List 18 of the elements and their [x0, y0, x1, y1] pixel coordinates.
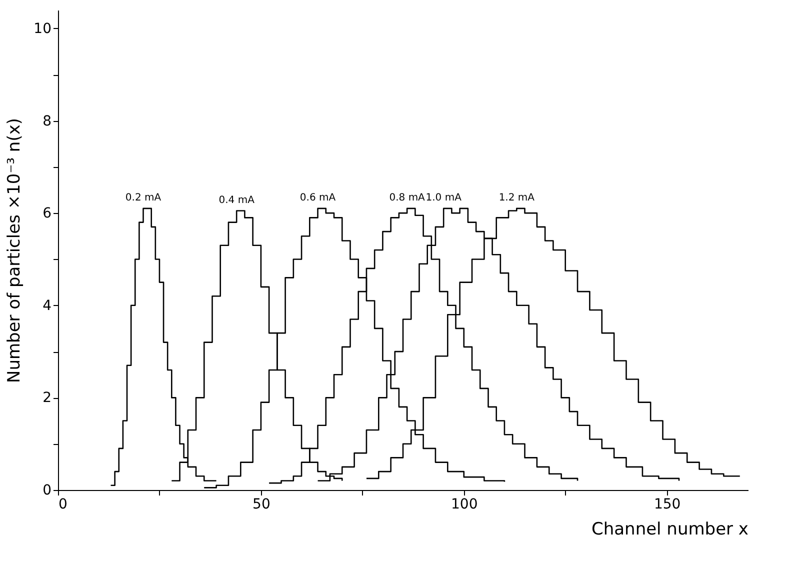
y-tick-label: 10 [34, 20, 52, 37]
y-tick-label: 6 [42, 206, 52, 222]
x-tick-label: 150 [654, 496, 681, 512]
series-label: 0.8 mA [389, 192, 426, 204]
y-tick-label: 4 [42, 298, 52, 314]
x-tick-label: 0 [58, 496, 68, 512]
series-label: 0.4 mA [218, 194, 255, 206]
y-tick-label: 8 [42, 113, 52, 130]
x-tick-label: 100 [451, 496, 478, 512]
series-label: 0.6 mA [300, 192, 336, 204]
series-label: 1.0 mA [426, 192, 462, 204]
y-tick-label: 2 [42, 390, 52, 406]
y-tick-label: 0 [42, 482, 52, 498]
y-axis-title: Number of particles ×10⁻³ n(x) [4, 118, 25, 384]
x-tick-label: 50 [252, 496, 270, 512]
series-label: 0.2 mA [125, 192, 162, 204]
x-axis-title: Channel number x [591, 520, 748, 540]
series-label: 1.2 mA [498, 192, 535, 204]
